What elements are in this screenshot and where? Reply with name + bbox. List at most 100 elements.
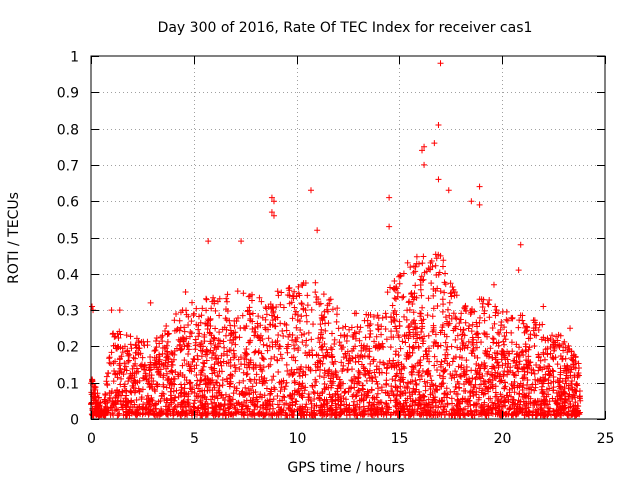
data-point bbox=[518, 406, 525, 413]
data-point bbox=[417, 313, 424, 320]
data-point bbox=[211, 344, 218, 351]
data-point bbox=[291, 387, 298, 394]
data-point bbox=[451, 289, 458, 296]
data-point bbox=[416, 391, 423, 398]
data-point bbox=[481, 380, 488, 387]
data-point bbox=[288, 411, 295, 418]
data-point bbox=[160, 361, 167, 368]
data-point bbox=[215, 343, 222, 350]
data-point bbox=[509, 315, 516, 322]
data-point bbox=[277, 343, 284, 350]
data-point bbox=[222, 306, 229, 313]
data-point bbox=[258, 298, 265, 305]
data-point bbox=[432, 412, 439, 419]
data-point bbox=[232, 368, 239, 375]
data-point bbox=[454, 391, 461, 398]
data-point bbox=[268, 377, 275, 384]
data-point bbox=[316, 373, 323, 380]
data-point bbox=[280, 393, 287, 400]
data-point bbox=[389, 302, 396, 309]
data-point bbox=[89, 377, 96, 384]
data-point bbox=[551, 339, 558, 346]
data-point bbox=[573, 381, 580, 388]
data-point bbox=[110, 400, 117, 407]
data-point bbox=[555, 379, 562, 386]
data-point bbox=[259, 402, 266, 409]
data-point bbox=[459, 331, 466, 338]
data-point bbox=[141, 366, 148, 373]
data-point bbox=[147, 353, 154, 360]
data-point bbox=[444, 318, 451, 325]
data-point bbox=[208, 340, 215, 347]
data-point bbox=[351, 410, 358, 417]
data-point bbox=[395, 352, 402, 359]
data-point bbox=[291, 288, 298, 295]
data-point bbox=[531, 370, 538, 377]
data-point bbox=[377, 407, 384, 414]
data-point bbox=[378, 405, 385, 412]
data-point bbox=[197, 399, 204, 406]
data-point bbox=[429, 404, 436, 411]
data-point bbox=[221, 324, 228, 331]
data-point bbox=[441, 390, 448, 397]
data-point bbox=[424, 312, 431, 319]
data-point bbox=[520, 320, 527, 327]
data-point bbox=[296, 390, 303, 397]
data-point bbox=[427, 372, 434, 379]
data-point bbox=[442, 355, 449, 362]
data-point bbox=[352, 330, 359, 337]
data-point bbox=[499, 308, 506, 315]
data-point bbox=[332, 400, 339, 407]
data-point bbox=[378, 323, 385, 330]
data-point bbox=[387, 284, 394, 291]
data-point bbox=[392, 377, 399, 384]
data-point bbox=[448, 289, 455, 296]
data-point bbox=[185, 321, 192, 328]
data-point bbox=[270, 396, 277, 403]
data-point bbox=[321, 381, 328, 388]
data-point bbox=[498, 319, 505, 326]
data-point bbox=[260, 364, 267, 371]
data-point bbox=[434, 387, 441, 394]
data-point bbox=[395, 361, 402, 368]
data-point bbox=[217, 359, 224, 366]
data-point bbox=[395, 334, 402, 341]
data-point bbox=[258, 350, 265, 357]
data-point bbox=[412, 389, 419, 396]
data-point bbox=[446, 299, 453, 306]
data-point bbox=[401, 313, 408, 320]
data-point bbox=[405, 299, 412, 306]
data-point bbox=[544, 345, 551, 352]
data-point bbox=[232, 329, 239, 336]
data-point bbox=[489, 399, 496, 406]
data-point bbox=[562, 344, 569, 351]
data-point bbox=[260, 412, 267, 419]
data-point bbox=[437, 60, 444, 67]
data-point bbox=[482, 362, 489, 369]
data-point bbox=[474, 330, 481, 337]
data-point bbox=[430, 305, 437, 312]
data-point bbox=[538, 398, 545, 405]
data-point bbox=[573, 380, 580, 387]
data-point bbox=[309, 412, 316, 419]
data-point bbox=[401, 365, 408, 372]
data-point bbox=[409, 378, 416, 385]
data-point bbox=[185, 396, 192, 403]
data-point bbox=[434, 285, 441, 292]
data-point bbox=[519, 409, 526, 416]
data-point bbox=[474, 344, 481, 351]
data-point bbox=[486, 351, 493, 358]
data-point bbox=[368, 411, 375, 418]
data-point bbox=[431, 362, 438, 369]
data-point bbox=[544, 351, 551, 358]
data-point bbox=[428, 280, 435, 287]
data-point bbox=[504, 364, 511, 371]
data-point bbox=[344, 332, 351, 339]
data-point bbox=[400, 293, 407, 300]
data-point bbox=[301, 412, 308, 419]
data-point bbox=[381, 361, 388, 368]
data-point bbox=[132, 355, 139, 362]
data-point bbox=[418, 292, 425, 299]
data-point bbox=[179, 362, 186, 369]
data-point bbox=[235, 399, 242, 406]
